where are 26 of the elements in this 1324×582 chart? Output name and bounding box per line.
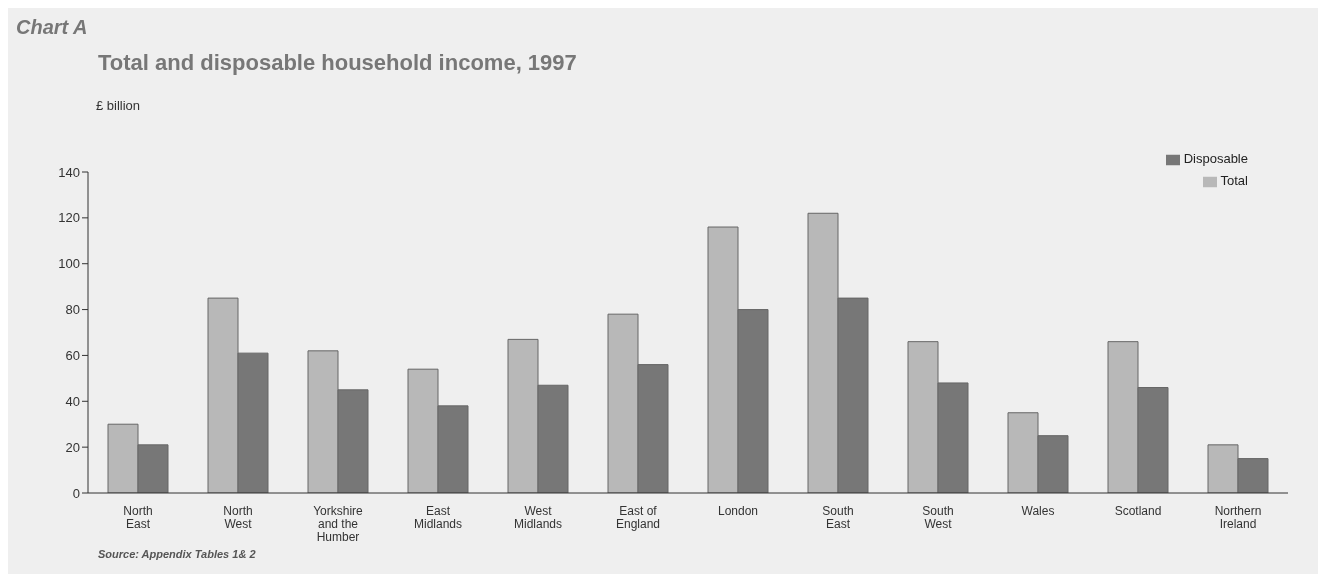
x-tick-label: South West bbox=[922, 504, 954, 531]
y-tick-label: 60 bbox=[65, 348, 80, 364]
source-note: Source: Appendix Tables 1& 2 bbox=[98, 548, 256, 560]
x-tick-label: Scotland bbox=[1114, 504, 1162, 518]
chart-title: Total and disposable household income, 1997 bbox=[98, 50, 577, 76]
x-tick-label: North East bbox=[123, 504, 153, 531]
legend-label: Disposable bbox=[1183, 151, 1248, 166]
x-tick-label: South East bbox=[822, 504, 854, 531]
x-tick-label: Yorkshire and the Humber bbox=[313, 504, 364, 544]
y-axis-title: £ billion bbox=[96, 98, 141, 113]
y-tick-label: 80 bbox=[65, 302, 80, 318]
text: Chart A bbox=[16, 16, 88, 39]
legend-label: Total bbox=[1220, 173, 1248, 188]
y-tick-label: 20 bbox=[65, 439, 80, 455]
x-tick-label: London bbox=[717, 504, 759, 518]
x-tick-label: East of England bbox=[615, 504, 661, 531]
y-tick-label: 120 bbox=[58, 210, 80, 226]
x-tick-label: Northern Ireland bbox=[1214, 504, 1262, 531]
y-tick-label: 0 bbox=[72, 485, 80, 501]
x-tick-label: West Midlands bbox=[513, 504, 563, 531]
x-tick-label: Wales bbox=[1021, 504, 1055, 518]
y-tick-label: 100 bbox=[58, 256, 80, 272]
x-tick-label: North West bbox=[223, 504, 253, 531]
x-tick-label: East Midlands bbox=[413, 504, 463, 531]
y-tick-label: 140 bbox=[58, 164, 80, 180]
y-tick-label: 40 bbox=[65, 393, 80, 409]
